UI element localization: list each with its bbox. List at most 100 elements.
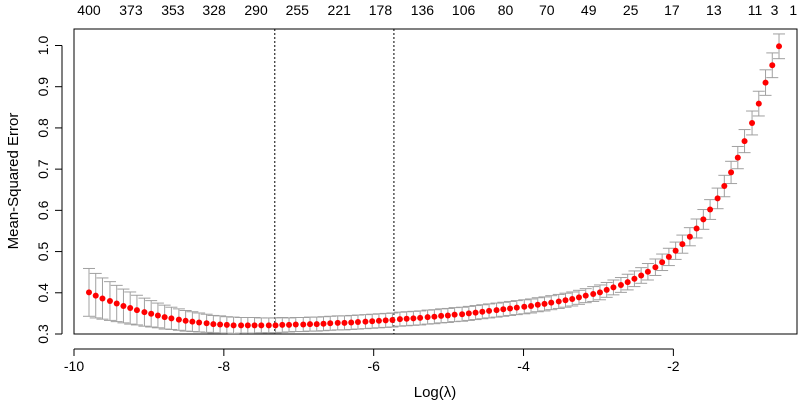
data-point [196, 319, 203, 326]
data-point [127, 305, 134, 312]
top-axis-label: 13 [706, 2, 722, 18]
top-axis-label: 178 [369, 2, 393, 18]
data-point [762, 79, 769, 86]
data-point [141, 309, 148, 316]
data-point [410, 315, 417, 322]
data-point [238, 322, 245, 329]
y-tick-label: 0.8 [35, 118, 51, 138]
y-tick-label: 0.4 [35, 283, 51, 303]
data-point [175, 316, 182, 323]
data-point [272, 322, 279, 329]
data-point [168, 315, 175, 322]
data-point [693, 225, 700, 232]
data-point [320, 320, 327, 327]
top-axis-label: 49 [581, 2, 597, 18]
data-point [734, 154, 741, 161]
data-point [389, 316, 396, 323]
data-point [341, 319, 348, 326]
data-point [451, 311, 458, 318]
error-bars [82, 33, 786, 335]
data-point [631, 275, 638, 282]
data-point [472, 309, 479, 316]
data-point [85, 289, 92, 296]
x-axis: -10 -8 -6 -4 -2 [64, 348, 680, 374]
data-point [244, 322, 251, 329]
reference-lines [274, 29, 395, 334]
data-point [659, 259, 666, 266]
data-point [251, 322, 258, 329]
y-tick-label: 0.6 [35, 200, 51, 220]
data-point [300, 321, 307, 328]
top-axis: 400 373 353 328 290 255 221 178 136 106 80 70 49 25 17… [77, 2, 797, 18]
data-point [424, 314, 431, 321]
data-point [375, 317, 382, 324]
data-point [582, 292, 589, 299]
data-point [382, 317, 389, 324]
top-axis-label: 25 [623, 2, 639, 18]
top-axis-label: 136 [411, 2, 435, 18]
data-point [486, 307, 493, 314]
data-point [161, 314, 168, 321]
data-point [265, 322, 272, 329]
data-point [569, 295, 576, 302]
data-point [396, 316, 403, 323]
top-axis-label: 221 [328, 2, 352, 18]
plot-frame [73, 28, 798, 335]
y-tick-label: 1.0 [35, 36, 51, 56]
top-axis-label: 17 [664, 2, 680, 18]
data-point [286, 321, 293, 328]
data-point [555, 298, 562, 305]
data-point [354, 319, 361, 326]
data-point [610, 284, 617, 291]
data-point [513, 304, 520, 311]
data-point [534, 301, 541, 308]
data-point [700, 216, 707, 223]
data-point [644, 268, 651, 275]
top-axis-label: 11 [748, 2, 763, 18]
data-point [334, 319, 341, 326]
x-tick-label: -8 [218, 358, 231, 374]
data-point [307, 321, 314, 328]
data-point [403, 315, 410, 322]
data-point [99, 295, 106, 302]
data-point [590, 291, 597, 298]
top-axis-label: 328 [202, 2, 226, 18]
data-point [203, 320, 210, 327]
data-point [362, 318, 369, 325]
data-point [686, 233, 693, 240]
data-point [438, 312, 445, 319]
data-point [230, 322, 237, 329]
top-axis-label: 373 [119, 2, 143, 18]
data-point [665, 253, 672, 260]
data-point [714, 195, 721, 202]
y-tick-label: 0.9 [35, 77, 51, 97]
top-axis-label: 1 [789, 2, 797, 18]
data-point [106, 298, 113, 305]
data-point [327, 320, 334, 327]
data-point [755, 100, 762, 107]
data-point [638, 272, 645, 279]
data-point [154, 312, 161, 319]
data-point [707, 206, 714, 213]
top-axis-label: 400 [77, 2, 101, 18]
data-point [313, 321, 320, 328]
data-point [92, 292, 99, 299]
data-point [624, 279, 631, 286]
top-axis-label: 3 [771, 2, 779, 18]
x-tick-label: -6 [367, 358, 380, 374]
data-point [258, 322, 265, 329]
data-point [431, 313, 438, 320]
plot-box [73, 28, 798, 335]
data-point [507, 305, 514, 312]
data-point [652, 264, 659, 271]
top-axis-label: 80 [498, 2, 514, 18]
top-axis-label: 106 [452, 2, 476, 18]
y-axis-title: Mean-Squared Error [5, 113, 22, 250]
data-point [279, 321, 286, 328]
data-point [521, 303, 528, 310]
data-point [749, 119, 756, 126]
data-point [444, 312, 451, 319]
data-point [741, 138, 748, 145]
y-tick-label: 0.7 [35, 159, 51, 179]
